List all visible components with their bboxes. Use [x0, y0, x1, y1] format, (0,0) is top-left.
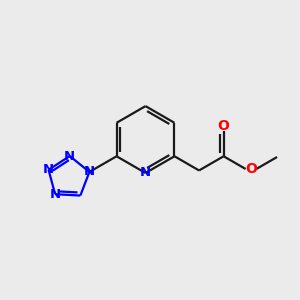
- Text: N: N: [64, 149, 75, 163]
- Text: N: N: [50, 188, 61, 201]
- Text: O: O: [218, 119, 230, 134]
- Text: N: N: [43, 163, 54, 176]
- Text: O: O: [245, 162, 257, 176]
- Text: N: N: [84, 165, 95, 178]
- Text: N: N: [140, 167, 151, 179]
